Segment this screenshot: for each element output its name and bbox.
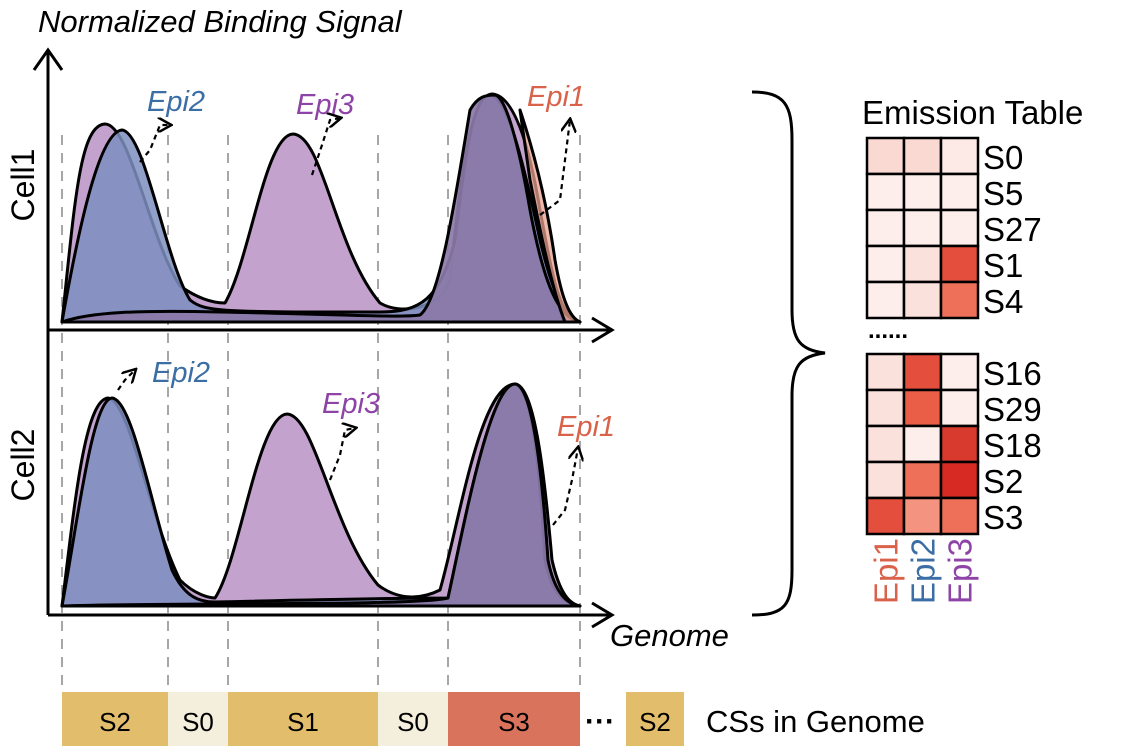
- epi2-pointer-arrow: [117, 370, 135, 391]
- emission-state-label: S3: [983, 499, 1023, 536]
- emission-cell: [939, 244, 980, 284]
- emission-column-label: Epi2: [905, 538, 942, 604]
- cell2-x-arrowhead: [591, 601, 615, 629]
- cell1-epi3-annotation: Epi3: [296, 89, 354, 121]
- genome-extra-segment: [626, 692, 684, 746]
- cell2-signal-tracks: [60, 382, 582, 608]
- emission-state-label: S2: [983, 463, 1023, 500]
- emission-state-label: S0: [983, 139, 1023, 176]
- epi3-pointer-arrow: [328, 428, 355, 481]
- emission-cell: [939, 136, 980, 176]
- emission-cell: [902, 172, 943, 212]
- cell1-signal-tracks: [60, 92, 582, 324]
- emission-cell: [939, 352, 980, 392]
- emission-state-label: S29: [983, 391, 1042, 428]
- emission-cell: [865, 352, 906, 392]
- emission-cell: [939, 424, 980, 464]
- cell2-annotations: [117, 370, 578, 526]
- cell2-epi2-annotation: Epi2: [152, 357, 210, 389]
- emission-cell: [865, 496, 906, 536]
- emission-cell: [902, 244, 943, 284]
- emission-state-label: S4: [983, 283, 1023, 320]
- cell2-label: Cell2: [5, 429, 41, 502]
- emission-cell: [865, 136, 906, 176]
- emission-cell: [939, 172, 980, 212]
- emission-cell: [902, 424, 943, 464]
- genome-state-bar: S2 S0 S1 S0 S3 ··· S2 CSs in Genome: [62, 692, 925, 746]
- emission-state-label: S1: [983, 247, 1023, 284]
- genome-segment-label: S0: [182, 707, 214, 737]
- genome-segment-label: S0: [397, 707, 429, 737]
- emission-cell: [865, 208, 906, 248]
- emission-state-label: S18: [983, 427, 1042, 464]
- emission-state-label: S27: [983, 211, 1042, 248]
- curly-brace: [751, 90, 826, 617]
- x-axis-label: Genome: [610, 618, 729, 653]
- genome-segment: [448, 692, 580, 746]
- genome-ellipsis: ···: [585, 705, 615, 738]
- emission-cell: [902, 352, 943, 392]
- emission-cell: [865, 244, 906, 284]
- emission-cell: [902, 460, 943, 500]
- emission-cell: [902, 496, 943, 536]
- emission-cell: [865, 280, 906, 320]
- cell1-epi1-annotation: Epi1: [527, 81, 585, 113]
- emission-cell: [865, 460, 906, 500]
- emission-column-label: Epi3: [942, 538, 979, 604]
- cell1-label: Cell1: [5, 149, 41, 222]
- emission-cell: [902, 280, 943, 320]
- emission-cell: [939, 460, 980, 500]
- cell1-epi2-annotation: Epi2: [147, 86, 205, 118]
- genome-segment-label: S2: [99, 707, 131, 737]
- genome-segment-label: S3: [498, 707, 530, 737]
- axes: [32, 47, 615, 629]
- emission-cell: [902, 208, 943, 248]
- emission-cell: [939, 208, 980, 248]
- genome-caption: CSs in Genome: [706, 704, 925, 739]
- genome-segment: [62, 692, 168, 746]
- epi1-pointer-arrow: [552, 448, 578, 526]
- emission-cell: [902, 136, 943, 176]
- genome-segment: [168, 692, 228, 746]
- y-axis-label: Normalized Binding Signal: [38, 4, 403, 39]
- emission-cell: [865, 424, 906, 464]
- genome-segment: [378, 692, 448, 746]
- emission-table-ellipsis: ......: [868, 317, 908, 344]
- cell1-epi1-track: [60, 93, 582, 324]
- emission-column-label: Epi1: [868, 538, 905, 604]
- emission-cell: [939, 280, 980, 320]
- genome-segment-label: S1: [287, 707, 319, 737]
- cell1-epi1-edge: [518, 108, 582, 324]
- cell2-epi3-annotation: Epi3: [322, 388, 380, 420]
- cell2-epi1-annotation: Epi1: [557, 411, 615, 443]
- emission-table-column-labels: Epi1 Epi2 Epi3: [868, 538, 979, 604]
- cell1-annotations: [139, 118, 570, 216]
- emission-cell: [939, 496, 980, 536]
- emission-state-label: S5: [983, 175, 1023, 212]
- cell1-x-arrowhead: [591, 316, 615, 344]
- segment-guides: [61, 135, 581, 692]
- emission-cell: [865, 388, 906, 428]
- emission-cell: [939, 388, 980, 428]
- emission-table-title: Emission Table: [862, 94, 1083, 131]
- emission-state-label: S16: [983, 355, 1042, 392]
- genome-segment: [228, 692, 378, 746]
- epi1-pointer-arrow: [539, 120, 570, 216]
- genome-segment-label: S2: [639, 707, 671, 737]
- epi2-pointer-arrow: [139, 125, 170, 163]
- emission-cell: [865, 172, 906, 212]
- y-axis-arrowhead: [32, 47, 64, 71]
- cell2-epi1-track: [60, 382, 582, 608]
- emission-cell: [902, 388, 943, 428]
